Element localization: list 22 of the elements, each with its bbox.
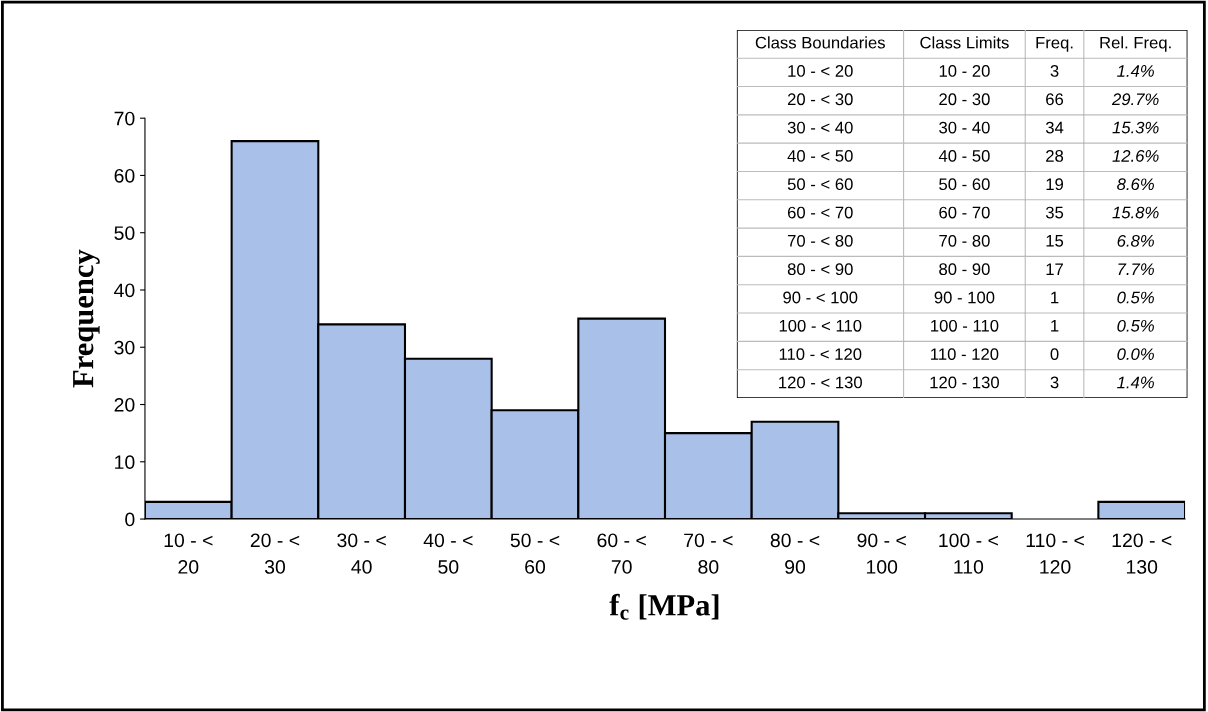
y-tick-label: 40 — [114, 283, 135, 298]
y-tick-label: 20 — [114, 397, 135, 412]
x-tick-label: 80 - < 90 — [770, 533, 820, 574]
x-tick-label: 20 - < 30 — [250, 533, 300, 574]
y-tick-label: 30 — [114, 340, 135, 355]
x-tick-label: 10 - < 20 — [164, 533, 213, 574]
y-axis-title: Frequency — [73, 249, 100, 388]
x-tick-label: 40 - < 50 — [423, 533, 473, 574]
x-tick-label: 110 - < 120 — [1026, 533, 1084, 574]
y-tick-label: 70 — [114, 111, 135, 126]
x-tick-label: 30 - < 40 — [337, 533, 386, 574]
y-tick-label: 50 — [114, 226, 135, 240]
x-tick-label: 60 - < 70 — [597, 533, 646, 574]
x-tick-label: 100 - < 110 — [939, 533, 998, 574]
x-tick-label: 120 - < 130 — [1112, 533, 1172, 574]
x-axis-title: f$_{c}$ [MPa] — [609, 593, 719, 620]
y-tick-label: 0 — [125, 512, 135, 527]
y-tick-label: 60 — [114, 168, 135, 183]
x-tick-label: 90 - < 100 — [857, 533, 906, 574]
x-tick-label: 70 - < 80 — [684, 533, 733, 574]
x-tick-label: 50 - < 60 — [510, 533, 560, 574]
y-tick-label: 10 — [115, 455, 135, 470]
